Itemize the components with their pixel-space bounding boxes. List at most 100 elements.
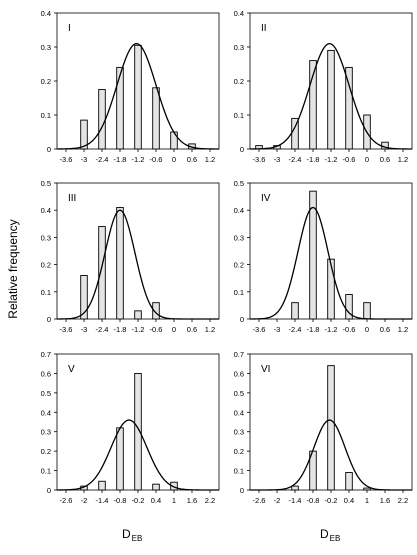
bar [291, 302, 299, 320]
bar [116, 207, 124, 320]
y-tick-label: 0.4 [41, 9, 51, 18]
y-tick-label: 0.1 [234, 288, 244, 297]
y-tick-label: 0.1 [41, 467, 51, 476]
chart-panel-5: 0 0.1 0.2 0.3 0.4 0.5 0.6 0.7 -2.6 -2 -1.4 -0.8 -0.2… [41, 350, 220, 505]
bar [345, 472, 353, 491]
x-tick-label: 0.6 [380, 325, 390, 334]
y-tick-label: 0 [47, 315, 51, 324]
y-tick-label: 0.1 [234, 111, 244, 120]
x-tick-label: 0.6 [380, 155, 390, 164]
x-tick-label: -1.2 [325, 325, 338, 334]
x-tick-label: -0.2 [325, 496, 338, 505]
x-tick-label: -3 [274, 325, 281, 334]
x-axis-label-right-sub: EB [329, 534, 341, 543]
x-tick-label: 0 [365, 155, 369, 164]
y-tick-label: 0.4 [41, 206, 51, 215]
panel-label: I [68, 23, 71, 34]
bar [152, 302, 160, 320]
fitted-curve [57, 209, 219, 320]
bar [345, 294, 353, 320]
x-tick-label: -3.6 [253, 325, 266, 334]
bar [309, 190, 317, 320]
x-tick-label: -2.4 [96, 155, 109, 164]
fitted-curve [57, 42, 220, 150]
y-tick-label: 0.2 [41, 447, 51, 456]
x-tick-label: 1 [172, 496, 176, 505]
y-tick-label: 0.2 [234, 447, 244, 456]
x-tick-label: 0 [172, 155, 176, 164]
bar [134, 44, 142, 150]
y-tick-label: 0.1 [41, 288, 51, 297]
bar [327, 49, 335, 150]
y-tick-label: 0.3 [41, 428, 51, 437]
y-tick-label: 0.5 [234, 389, 244, 398]
y-axis-label: Relative frequency [6, 219, 20, 319]
x-tick-label: 1 [365, 496, 369, 505]
x-tick-label: -2 [274, 496, 281, 505]
x-tick-label: -0.2 [132, 496, 145, 505]
chart-panel-1: 0 0.1 0.2 0.3 0.4 -3.6 -3 -2.4 -1.8 -1.2 -0.6 0 0.6 1… [41, 9, 220, 164]
y-tick-label: 0.5 [234, 179, 244, 188]
y-tick-label: 0.3 [234, 428, 244, 437]
y-tick-label: 0.4 [234, 9, 244, 18]
x-tick-label: -2.6 [253, 496, 266, 505]
x-tick-label: 1.2 [205, 155, 215, 164]
x-tick-label: 2.2 [398, 496, 408, 505]
y-tick-label: 0.2 [41, 261, 51, 270]
bar [116, 66, 124, 150]
bar [134, 310, 142, 320]
x-tick-label: 0.6 [187, 155, 197, 164]
x-tick-label: -0.6 [150, 155, 163, 164]
x-tick-label: -1.2 [132, 155, 145, 164]
x-tick-label: -0.8 [307, 496, 320, 505]
bar [363, 302, 371, 320]
fitted-curve [56, 419, 219, 491]
bar [170, 481, 178, 491]
x-tick-label: -1.8 [114, 325, 127, 334]
y-tick-label: 0.4 [41, 408, 51, 417]
x-tick-label: 0.4 [151, 496, 161, 505]
y-tick-label: 0.5 [41, 179, 51, 188]
bar [80, 119, 88, 150]
x-tick-label: 0 [172, 325, 176, 334]
x-tick-label: -1.2 [325, 155, 338, 164]
x-tick-label: -2 [81, 496, 88, 505]
x-tick-label: -2.6 [60, 496, 73, 505]
fitted-curve [250, 42, 413, 150]
y-tick-label: 0.5 [41, 389, 51, 398]
panel-label: IV [261, 193, 271, 204]
y-tick-label: 0 [47, 145, 51, 154]
y-tick-label: 0 [240, 486, 244, 495]
x-axis-label-left: DEB [122, 527, 142, 543]
chart-panel-3: 0 0.1 0.2 0.3 0.4 0.5 -3.6 -3 -2.4 -1.8 -1.2 -0.6 0 0… [41, 179, 220, 334]
bar [98, 89, 106, 150]
x-tick-label: 1.6 [187, 496, 197, 505]
x-tick-label: -0.8 [114, 496, 127, 505]
x-axis-label-right: DEB [320, 527, 341, 543]
y-tick-label: 0.6 [234, 369, 244, 378]
x-tick-label: -2.4 [289, 155, 302, 164]
panel-label: II [261, 23, 267, 34]
bar [98, 480, 106, 491]
x-tick-label: -0.6 [343, 155, 356, 164]
bar [134, 372, 142, 491]
bar [309, 60, 317, 150]
y-tick-label: 0.7 [234, 350, 244, 359]
bar [345, 66, 353, 150]
y-tick-label: 0.3 [234, 233, 244, 242]
x-tick-label: -3.6 [60, 325, 73, 334]
x-tick-label: -1.4 [96, 496, 109, 505]
y-tick-label: 0.2 [234, 261, 244, 270]
y-tick-label: 0.6 [41, 369, 51, 378]
x-tick-label: -0.6 [343, 325, 356, 334]
panel-label: III [68, 193, 76, 204]
x-axis-label-left-main: D [122, 527, 131, 541]
y-tick-label: 0.3 [234, 43, 244, 52]
chart-panel-6: 0 0.1 0.2 0.3 0.4 0.5 0.6 0.7 -2.6 -2 -1.4 -0.8 -0.2… [234, 350, 413, 505]
x-tick-label: -3 [274, 155, 281, 164]
bar [116, 427, 124, 491]
y-tick-label: 0.4 [234, 206, 244, 215]
bar [152, 87, 160, 150]
